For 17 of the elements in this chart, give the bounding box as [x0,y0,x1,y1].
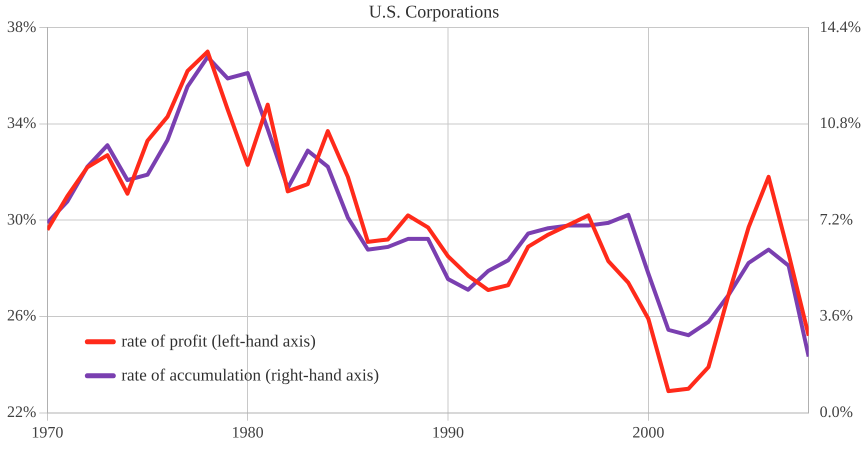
y-tick-label: 26% [7,308,36,325]
y-tick-label: 34% [7,115,36,132]
legend-label: rate of accumulation (right-hand axis) [121,365,380,384]
y2-tick-label: 14.4% [820,18,861,36]
legend-label: rate of profit (left-hand axis) [121,331,316,350]
x-tick-label: 1980 [232,424,264,442]
x-tick-label: 1990 [432,424,464,442]
y2-tick-label: 10.8% [820,115,861,132]
y2-tick-label: 3.6% [820,308,853,325]
x-tick-label: 1970 [31,424,64,442]
y2-tick-label: 7.2% [820,211,853,228]
y2-tick-label: 0.0% [820,404,853,422]
x-tick-label: 2000 [632,424,664,442]
y-tick-label: 22% [7,404,36,422]
y-tick-label: 38% [7,18,36,36]
chart-title: U.S. Corporations [368,2,500,22]
y-tick-label: 30% [7,211,36,228]
